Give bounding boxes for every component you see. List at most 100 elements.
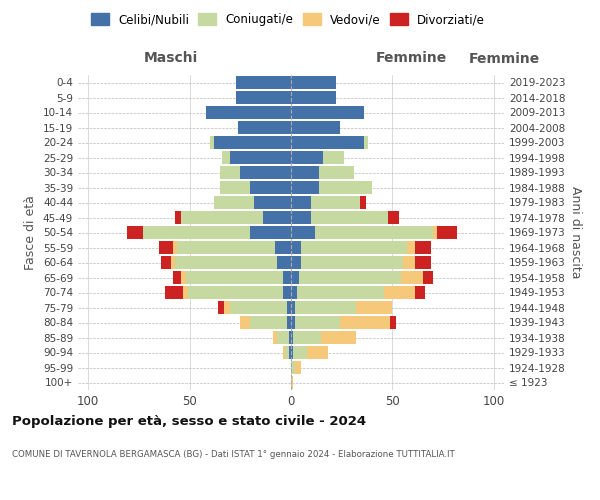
Bar [301, 256, 403, 268]
Y-axis label: Fasce di età: Fasce di età [25, 195, 37, 270]
Bar [236, 92, 291, 104]
Bar [307, 346, 328, 358]
Bar [185, 272, 283, 283]
Bar [403, 256, 415, 268]
Bar [291, 76, 335, 88]
Bar [283, 286, 291, 298]
Bar [360, 196, 366, 208]
Bar [423, 272, 433, 283]
Bar [291, 226, 316, 238]
Bar [291, 346, 293, 358]
Bar [319, 166, 354, 178]
Bar [214, 196, 254, 208]
Bar [238, 122, 291, 134]
Bar [388, 212, 398, 224]
Bar [289, 332, 291, 344]
Bar [210, 136, 214, 148]
Bar [287, 316, 291, 328]
Bar [165, 286, 184, 298]
Bar [277, 256, 291, 268]
Bar [437, 226, 457, 238]
Text: Femmine: Femmine [469, 52, 539, 66]
Bar [240, 166, 291, 178]
Bar [340, 316, 391, 328]
Bar [415, 242, 431, 254]
Bar [236, 76, 291, 88]
Bar [230, 152, 291, 164]
Bar [263, 212, 291, 224]
Bar [291, 136, 364, 148]
Bar [275, 242, 291, 254]
Bar [297, 286, 385, 298]
Bar [159, 242, 173, 254]
Bar [181, 272, 185, 283]
Text: Maschi: Maschi [144, 51, 198, 65]
Bar [364, 136, 368, 148]
Bar [161, 256, 172, 268]
Bar [230, 302, 287, 314]
Bar [291, 272, 299, 283]
Bar [184, 286, 188, 298]
Bar [224, 302, 230, 314]
Y-axis label: Anni di nascita: Anni di nascita [569, 186, 582, 279]
Bar [291, 362, 295, 374]
Bar [291, 256, 301, 268]
Bar [322, 332, 356, 344]
Text: Popolazione per età, sesso e stato civile - 2024: Popolazione per età, sesso e stato civil… [12, 415, 366, 428]
Bar [273, 332, 277, 344]
Bar [293, 332, 322, 344]
Bar [291, 302, 295, 314]
Bar [291, 212, 311, 224]
Bar [127, 226, 143, 238]
Bar [319, 182, 372, 194]
Bar [311, 212, 388, 224]
Bar [291, 182, 319, 194]
Bar [289, 346, 291, 358]
Bar [301, 242, 407, 254]
Bar [178, 242, 275, 254]
Bar [415, 286, 425, 298]
Bar [291, 242, 301, 254]
Bar [415, 256, 431, 268]
Bar [391, 316, 397, 328]
Bar [254, 196, 291, 208]
Bar [188, 286, 283, 298]
Bar [218, 302, 224, 314]
Text: COMUNE DI TAVERNOLA BERGAMASCA (BG) - Dati ISTAT 1° gennaio 2024 - Elaborazione : COMUNE DI TAVERNOLA BERGAMASCA (BG) - Da… [12, 450, 455, 459]
Bar [222, 152, 230, 164]
Bar [175, 212, 181, 224]
Bar [250, 316, 287, 328]
Bar [407, 242, 415, 254]
Bar [220, 182, 250, 194]
Bar [283, 272, 291, 283]
Bar [173, 272, 181, 283]
Bar [291, 152, 323, 164]
Bar [181, 212, 263, 224]
Bar [311, 196, 360, 208]
Bar [385, 286, 415, 298]
Bar [401, 272, 423, 283]
Bar [173, 242, 178, 254]
Bar [175, 256, 277, 268]
Bar [283, 346, 285, 358]
Bar [316, 226, 433, 238]
Bar [291, 196, 311, 208]
Legend: Celibi/Nubili, Coniugati/e, Vedovi/e, Divorziati/e: Celibi/Nubili, Coniugati/e, Vedovi/e, Di… [86, 8, 490, 31]
Bar [291, 122, 340, 134]
Bar [323, 152, 344, 164]
Bar [291, 376, 293, 388]
Bar [250, 226, 291, 238]
Bar [291, 92, 335, 104]
Bar [295, 302, 356, 314]
Bar [143, 226, 250, 238]
Bar [172, 256, 175, 268]
Bar [250, 182, 291, 194]
Bar [291, 106, 364, 118]
Bar [433, 226, 437, 238]
Bar [299, 272, 401, 283]
Bar [356, 302, 392, 314]
Text: Femmine: Femmine [376, 51, 446, 65]
Bar [206, 106, 291, 118]
Bar [240, 316, 250, 328]
Bar [214, 136, 291, 148]
